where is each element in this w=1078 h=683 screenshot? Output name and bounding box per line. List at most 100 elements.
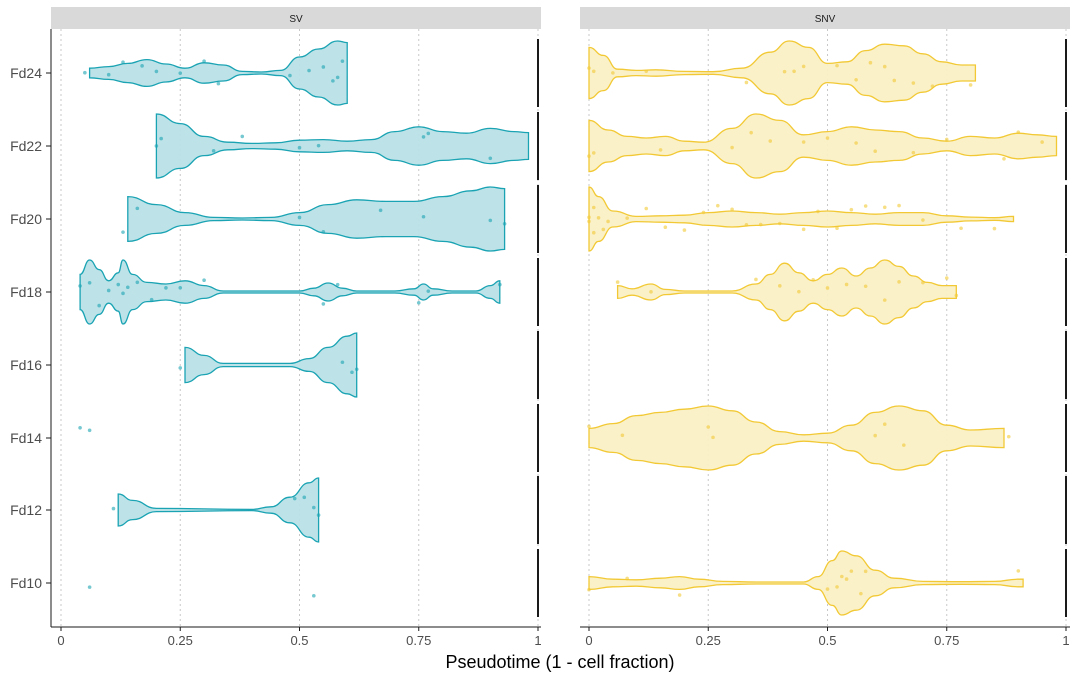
data-point — [135, 206, 140, 211]
data-point — [715, 203, 720, 208]
data-point — [1040, 140, 1044, 144]
data-point — [706, 425, 711, 429]
data-point — [202, 59, 206, 63]
data-point — [758, 222, 763, 227]
data-point — [216, 81, 221, 86]
violin-fd20 — [127, 186, 506, 252]
data-point — [882, 205, 887, 210]
data-point — [797, 289, 801, 294]
data-point — [331, 79, 335, 83]
data-point — [140, 64, 144, 68]
facet-label: SV — [289, 14, 303, 25]
data-point — [844, 282, 849, 287]
data-point — [840, 574, 844, 579]
data-point — [135, 280, 140, 285]
data-point — [625, 576, 629, 581]
data-point — [354, 367, 359, 372]
data-point — [959, 226, 963, 231]
data-point — [730, 145, 734, 150]
data-point — [644, 69, 649, 74]
data-point — [335, 282, 340, 287]
data-point — [1002, 156, 1006, 161]
data-point — [106, 288, 111, 293]
data-point — [83, 70, 87, 75]
data-point — [307, 68, 311, 73]
x-tick-label: 1 — [1062, 633, 1069, 648]
data-point — [97, 303, 101, 308]
data-point — [488, 218, 493, 223]
data-point — [835, 63, 839, 68]
data-point — [744, 222, 749, 227]
data-point — [749, 130, 753, 135]
data-point — [87, 280, 92, 285]
data-point — [863, 204, 868, 208]
data-point — [159, 136, 163, 141]
data-point — [502, 222, 507, 226]
data-point — [178, 286, 183, 290]
data-point — [154, 144, 159, 148]
data-point — [682, 228, 687, 232]
data-point — [587, 424, 591, 429]
data-point — [992, 226, 997, 231]
data-point — [87, 585, 92, 589]
data-point — [591, 151, 596, 155]
y-tick-label: Fd20 — [10, 211, 42, 227]
data-point — [587, 587, 591, 592]
data-point — [321, 65, 326, 69]
data-point — [340, 59, 345, 63]
data-point — [882, 298, 887, 302]
data-point — [615, 280, 620, 284]
data-point — [87, 428, 92, 433]
data-point — [825, 587, 830, 591]
data-point — [591, 230, 596, 235]
facet-label: SNV — [815, 14, 836, 25]
data-point — [701, 210, 706, 215]
x-tick-label: 0.75 — [934, 633, 959, 648]
data-point — [1016, 569, 1021, 573]
data-point — [154, 69, 159, 74]
x-tick-label: 0 — [57, 633, 64, 648]
data-point — [78, 426, 82, 430]
data-point — [587, 219, 591, 224]
data-point — [591, 205, 596, 210]
data-point — [297, 215, 302, 220]
data-point — [421, 135, 426, 139]
data-point — [116, 282, 121, 287]
data-point — [625, 216, 629, 220]
data-point — [149, 297, 154, 302]
violin-fd18 — [616, 259, 957, 325]
data-point — [944, 137, 949, 142]
facet-strip — [51, 7, 541, 29]
data-point — [340, 360, 345, 365]
y-tick-label: Fd22 — [10, 138, 42, 154]
data-point — [1016, 130, 1021, 134]
y-tick-label: Fd14 — [10, 430, 42, 446]
data-point — [882, 64, 887, 69]
data-point — [178, 366, 183, 370]
data-point — [78, 284, 82, 288]
data-point — [859, 591, 863, 596]
data-point — [601, 227, 606, 232]
data-point — [292, 496, 297, 501]
data-point — [658, 148, 663, 152]
data-point — [897, 203, 901, 208]
data-point — [1006, 434, 1011, 439]
violin-fd12 — [117, 477, 320, 543]
data-point — [288, 73, 292, 78]
x-tick-label: 0.25 — [168, 633, 193, 648]
data-point — [768, 139, 773, 143]
data-point — [801, 227, 806, 232]
data-point — [944, 276, 949, 280]
y-tick-label: Fd18 — [10, 284, 42, 300]
data-point — [121, 291, 125, 296]
data-point — [849, 569, 854, 573]
data-point — [125, 285, 130, 290]
data-point — [902, 443, 906, 447]
data-point — [782, 69, 787, 74]
data-point — [321, 229, 326, 234]
data-point — [587, 66, 591, 70]
violin-fd24 — [88, 40, 348, 106]
data-point — [211, 149, 216, 153]
data-point — [954, 293, 959, 298]
